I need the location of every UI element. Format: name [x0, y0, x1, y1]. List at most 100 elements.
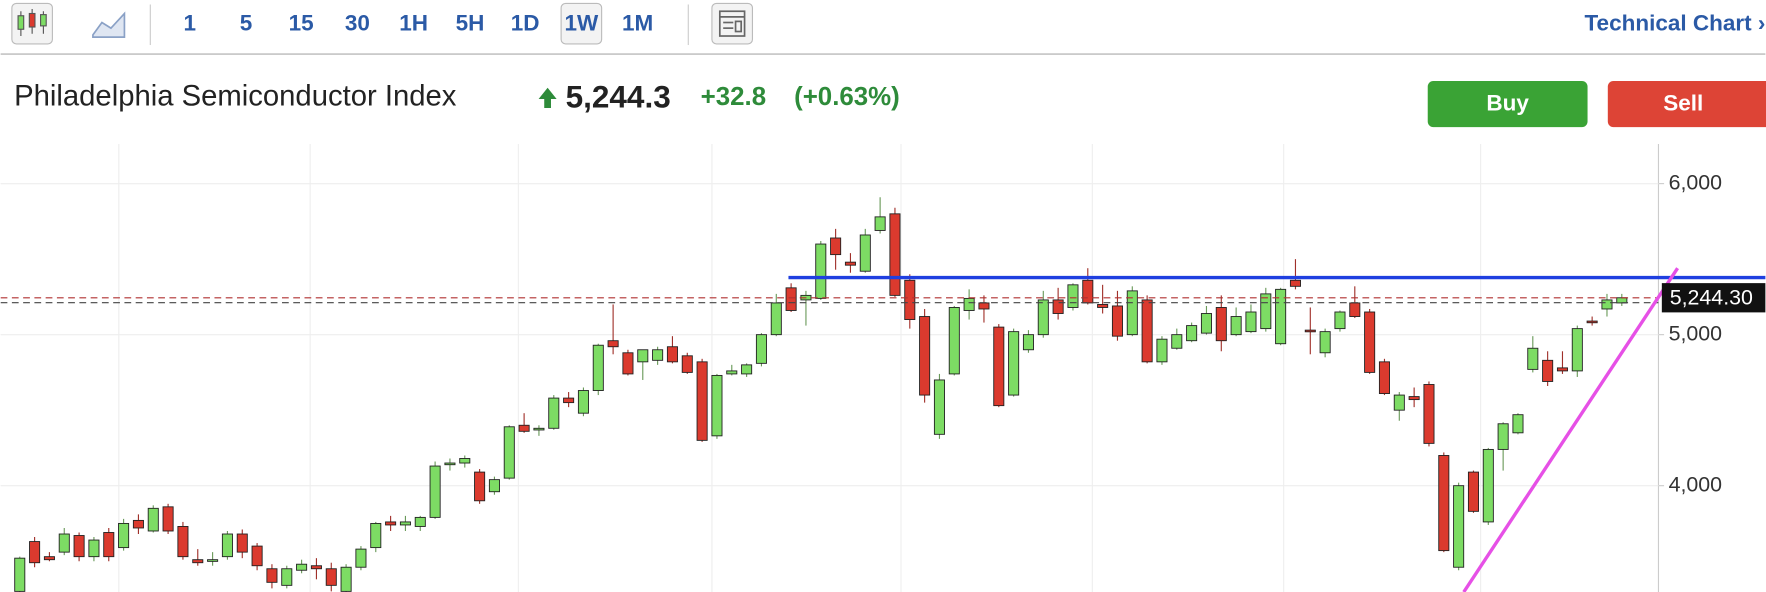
candle-body [266, 568, 278, 583]
candle-body [1260, 293, 1272, 330]
candle-body [488, 479, 500, 493]
candle-body [577, 390, 589, 414]
candle-body [844, 261, 856, 266]
plot-area [0, 197, 1659, 592]
candle-body [132, 519, 144, 529]
candle-body [889, 213, 901, 296]
candle-body [1556, 367, 1568, 372]
candle-body [1067, 284, 1079, 308]
candle-body [310, 565, 322, 570]
candle-body [1141, 299, 1153, 363]
candle-body [29, 541, 41, 564]
interval-button[interactable]: 30 [345, 11, 370, 36]
candle-body [14, 557, 26, 592]
candle-body [548, 397, 560, 429]
candle-body [592, 344, 604, 391]
layout-button[interactable] [711, 2, 754, 45]
candle-body [325, 568, 337, 586]
last-price-box [1661, 283, 1766, 313]
interval-button[interactable]: 1W [564, 11, 599, 36]
change-percent: (+0.63%) [794, 83, 900, 111]
price: 5,244.3 [566, 78, 671, 114]
candle-body [340, 566, 352, 592]
y-tick-label: 6,000 [1669, 170, 1723, 194]
candle-body [399, 521, 411, 526]
interval-button[interactable]: 15 [289, 11, 314, 36]
candle-body [444, 462, 456, 466]
candle-body [147, 507, 159, 532]
candle-body [1512, 414, 1524, 434]
candle-body [1453, 485, 1465, 568]
candle-body [1200, 313, 1212, 334]
candle-body [1527, 347, 1539, 370]
vertical-grid [118, 144, 1482, 592]
candle-body [696, 361, 708, 441]
candle-body [88, 539, 100, 558]
interval-button[interactable]: 1D [511, 11, 540, 36]
candle-body [1275, 288, 1287, 345]
line-type-button[interactable] [92, 11, 126, 38]
candle-body [73, 535, 85, 558]
candle-body [785, 287, 797, 311]
buy-label[interactable]: Buy [1486, 91, 1529, 116]
candle-body [221, 533, 233, 558]
candle-body [296, 563, 308, 571]
interval-button[interactable]: 1H [399, 11, 428, 36]
candle-body [236, 533, 248, 553]
candle-body [177, 526, 189, 558]
interval-button[interactable]: 5H [456, 11, 485, 36]
candle-body [1408, 396, 1420, 401]
candle-body [933, 379, 945, 435]
candle-body [1319, 331, 1331, 354]
interval-button[interactable]: 1M [622, 11, 653, 36]
y-tick-label: 4,000 [1669, 472, 1723, 496]
candle-body [533, 427, 545, 431]
candle-body [1230, 316, 1242, 336]
candle-body [118, 522, 130, 549]
trend-line [1462, 267, 1679, 592]
candle-body [1097, 303, 1109, 308]
candle-body [1022, 334, 1034, 351]
candle-body [948, 307, 960, 375]
candle-body [58, 533, 70, 553]
candle-body [1037, 299, 1049, 336]
selected-interval-box[interactable] [560, 2, 603, 45]
candle-body [1438, 455, 1450, 552]
candle-body [1186, 325, 1198, 342]
candle-body [1289, 279, 1301, 287]
sell-label[interactable]: Sell [1663, 91, 1703, 116]
candle-body [43, 556, 55, 561]
candle-body [474, 471, 486, 502]
candle-body [859, 234, 871, 272]
sell-button[interactable] [1607, 81, 1766, 128]
candle-body [1215, 307, 1227, 342]
candle-body [429, 465, 441, 518]
change: +32.8 [701, 83, 766, 111]
candle-body [1542, 359, 1554, 382]
y-tick-label: 5,000 [1669, 321, 1723, 345]
candle-body [904, 279, 916, 321]
last-price-label: 5,244.30 [1670, 286, 1753, 310]
candle-body [192, 559, 204, 564]
chart: 4,000 5,000 6,000 5,244.30 [0, 144, 1766, 592]
technical-chart-link[interactable]: Technical Chart › [1584, 11, 1765, 36]
buy-button[interactable] [1427, 81, 1588, 128]
candle-body [1467, 471, 1479, 512]
candle-body [1586, 320, 1598, 324]
candle-body [1082, 279, 1094, 304]
candle-body [652, 349, 664, 361]
candle-body [414, 516, 426, 527]
candle-body [518, 424, 530, 432]
candle-body [1111, 305, 1123, 337]
instrument-name: Philadelphia Semiconductor Index [14, 81, 457, 113]
interval-button[interactable]: 1 [183, 11, 196, 36]
candle-body [207, 559, 219, 562]
candle-body [741, 364, 753, 375]
candle-body [1423, 384, 1435, 444]
candle-body [162, 506, 174, 532]
candle-body [370, 522, 382, 549]
candle-icon [17, 9, 47, 37]
interval-button[interactable]: 5 [240, 11, 253, 36]
